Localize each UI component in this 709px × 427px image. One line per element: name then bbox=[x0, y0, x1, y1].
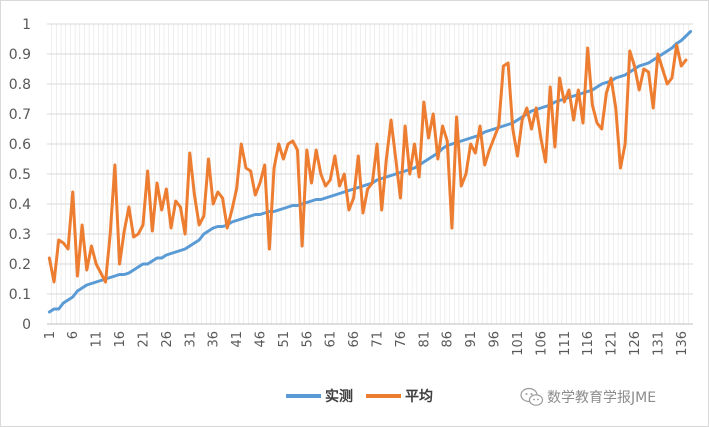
x-tick-label: 21 bbox=[136, 331, 151, 348]
x-tick-label: 121 bbox=[605, 331, 620, 356]
y-tick-label: 0.3 bbox=[9, 227, 31, 243]
x-tick-label: 56 bbox=[300, 331, 315, 348]
x-tick-label: 86 bbox=[441, 331, 456, 348]
y-tick-label: 0.1 bbox=[9, 287, 31, 303]
legend-label-average: 平均 bbox=[405, 388, 433, 405]
x-tick-label: 96 bbox=[488, 331, 503, 348]
x-tick-label: 126 bbox=[628, 331, 643, 356]
y-tick-label: 0.2 bbox=[9, 257, 31, 273]
x-tick-label: 106 bbox=[534, 331, 549, 356]
x-tick-label: 1 bbox=[43, 331, 58, 339]
legend: 实测 平均 bbox=[286, 388, 433, 405]
watermark-text: 数学教育学报JME bbox=[547, 390, 656, 406]
series-lines bbox=[47, 30, 693, 314]
x-tick-label: 116 bbox=[581, 331, 596, 356]
y-tick-label: 0.7 bbox=[9, 107, 31, 123]
watermark: 数学教育学报JME bbox=[520, 387, 656, 406]
x-tick-label: 131 bbox=[651, 331, 666, 356]
x-tick-label: 36 bbox=[207, 331, 222, 348]
x-tick-label: 41 bbox=[230, 331, 245, 348]
x-tick-label: 101 bbox=[511, 331, 526, 356]
wechat-icon bbox=[520, 387, 544, 406]
x-tick-label: 81 bbox=[417, 331, 432, 348]
x-tick-label: 46 bbox=[253, 331, 268, 348]
y-tick-label: 0.8 bbox=[9, 77, 31, 93]
x-tick-label: 16 bbox=[113, 331, 128, 348]
x-tick-label: 71 bbox=[371, 331, 386, 348]
y-tick-label: 0.6 bbox=[9, 137, 31, 153]
y-tick-label: 0.9 bbox=[9, 47, 31, 63]
x-tick-label: 136 bbox=[675, 331, 690, 356]
series-line-average bbox=[47, 43, 688, 284]
y-tick-label: 0 bbox=[22, 317, 31, 333]
legend-label-measured: 实测 bbox=[325, 388, 353, 405]
y-tick-label: 0.5 bbox=[9, 167, 31, 183]
x-tick-label: 6 bbox=[66, 331, 81, 339]
x-tick-label: 76 bbox=[394, 331, 409, 348]
grid-lines bbox=[47, 23, 693, 324]
axes: 00.10.20.30.40.50.60.70.80.911 6 11 16 21 26 3… bbox=[9, 17, 693, 356]
x-tick-label: 26 bbox=[160, 331, 175, 348]
x-tick-label: 31 bbox=[183, 331, 198, 348]
x-tick-label: 66 bbox=[347, 331, 362, 348]
y-tick-label: 1 bbox=[22, 17, 31, 33]
x-tick-label: 111 bbox=[558, 331, 573, 356]
y-tick-label: 0.4 bbox=[9, 197, 31, 213]
x-tick-label: 61 bbox=[324, 331, 339, 348]
x-tick-label: 51 bbox=[277, 331, 292, 348]
x-tick-label: 11 bbox=[90, 331, 105, 348]
x-tick-label: 91 bbox=[464, 331, 479, 348]
